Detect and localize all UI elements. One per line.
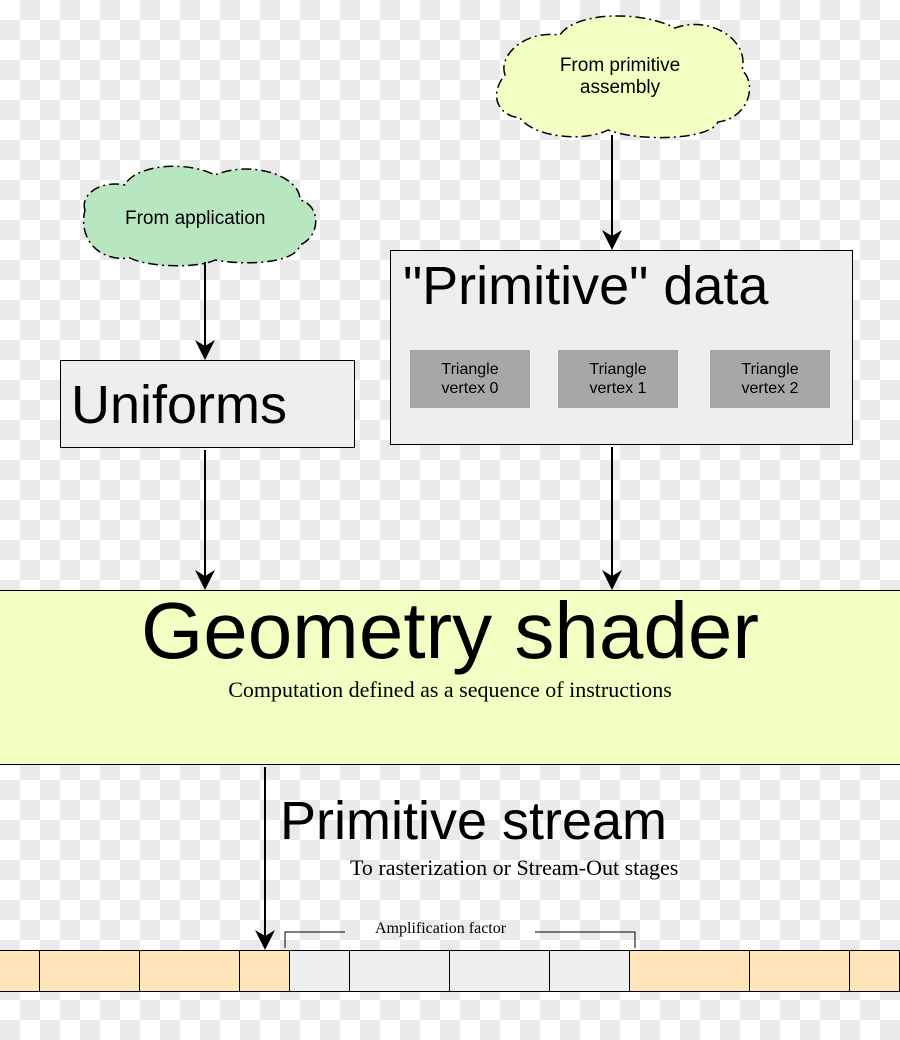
primitive-stream-row [0,950,900,992]
geometry-shader-title: Geometry shader [0,585,900,677]
stream-cell-10 [850,951,900,991]
stream-cell-2 [140,951,240,991]
stream-cell-1 [40,951,140,991]
primitive-stream-title: Primitive stream [280,790,667,852]
amplification-bracket-segment [535,932,635,948]
triangle-vertex-1: Trianglevertex 1 [558,350,678,408]
cloud-application-label: From application [125,208,265,230]
triangle-vertex-0: Trianglevertex 0 [410,350,530,408]
background-svg [0,0,900,1040]
geometry-shader-subtitle: Computation defined as a sequence of ins… [0,677,900,703]
stream-cell-0 [0,951,40,991]
primitive-stream-subtitle: To rasterization or Stream-Out stages [350,855,678,881]
stream-cell-5 [350,951,450,991]
geometry-shader-band: Geometry shader Computation defined as a… [0,590,900,765]
stream-cell-6 [450,951,550,991]
primitive-data-box: "Primitive" data [390,250,853,445]
primitive-data-title: "Primitive" data [391,251,852,317]
amplification-factor-label: Amplification factor [375,920,506,938]
cloud-assembly-label: From primitive assembly [555,55,685,99]
uniforms-box: Uniforms [60,360,355,448]
stream-cell-7 [550,951,630,991]
stream-cell-8 [630,951,750,991]
stream-cell-9 [750,951,850,991]
amplification-bracket-segment [285,932,345,948]
stream-cell-3 [240,951,290,991]
stream-cell-4 [290,951,350,991]
triangle-vertex-2: Trianglevertex 2 [710,350,830,408]
